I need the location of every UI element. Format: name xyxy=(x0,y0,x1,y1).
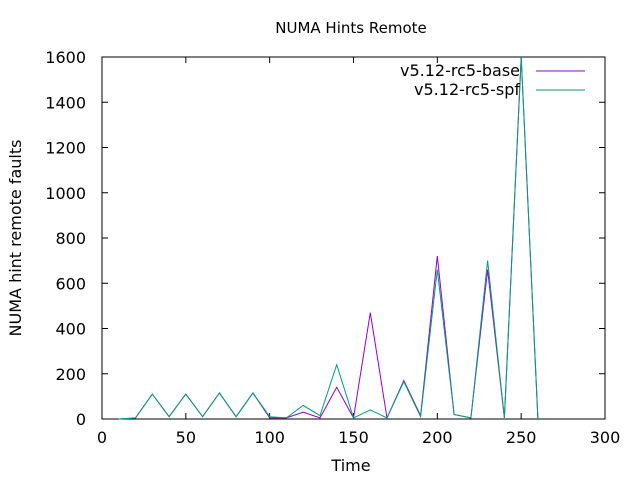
y-tick-label: 1400 xyxy=(45,93,86,112)
x-tick-label: 200 xyxy=(422,428,453,447)
x-tick-label: 150 xyxy=(338,428,369,447)
series-line-v5.12-rc5-spf xyxy=(118,56,539,420)
x-axis-label: Time xyxy=(330,456,370,475)
legend-label: v5.12-rc5-base xyxy=(400,61,520,80)
y-tick-label: 1200 xyxy=(45,139,86,158)
y-tick-label: 200 xyxy=(55,365,86,384)
x-tick-label: 50 xyxy=(176,428,196,447)
x-tick-label: 0 xyxy=(97,428,107,447)
y-tick-label: 600 xyxy=(55,274,86,293)
chart-title: NUMA Hints Remote xyxy=(275,19,426,37)
y-axis-label: NUMA hint remote faults xyxy=(6,140,25,337)
series-line-v5.12-rc5-base xyxy=(118,56,539,420)
y-tick-label: 0 xyxy=(76,410,86,429)
axis-ticks: 0 50 100 150 200 250 300 0 200 400 600 800 1000 1200 1… xyxy=(45,48,620,447)
x-tick-label: 250 xyxy=(506,428,537,447)
x-tick-label: 100 xyxy=(254,428,285,447)
series-lines xyxy=(118,56,539,420)
y-tick-label: 1000 xyxy=(45,184,86,203)
x-tick-label: 300 xyxy=(590,428,621,447)
y-tick-label: 400 xyxy=(55,320,86,339)
legend-label: v5.12-rc5-spf xyxy=(414,80,520,99)
y-tick-label: 800 xyxy=(55,229,86,248)
y-tick-label: 1600 xyxy=(45,48,86,67)
